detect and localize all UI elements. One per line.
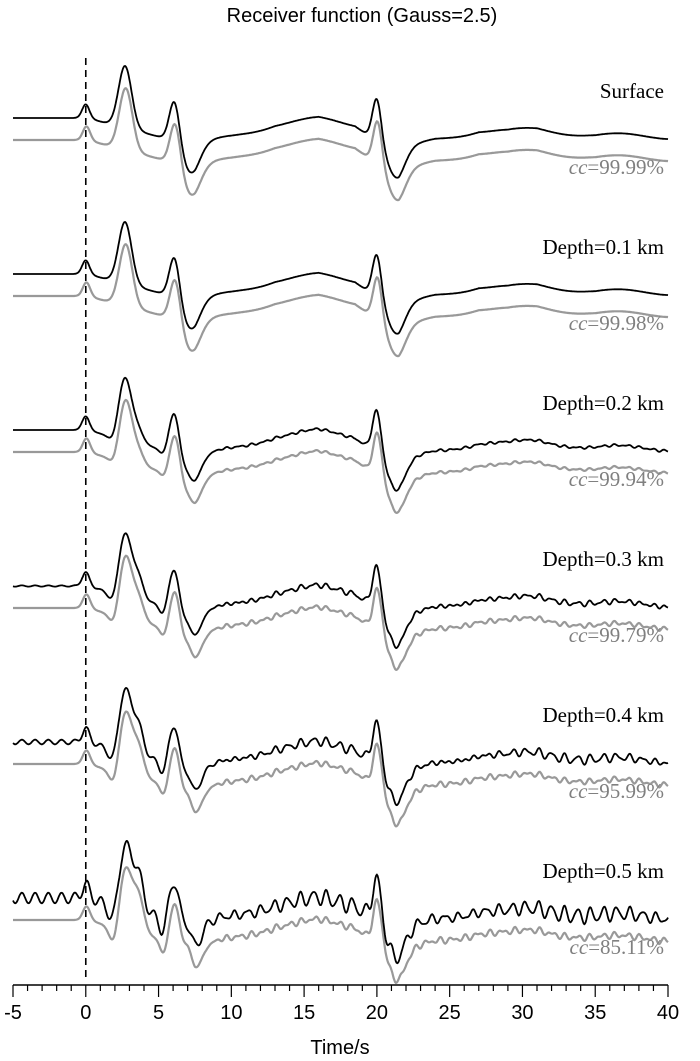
- cc-prefix: cc: [570, 935, 589, 959]
- model-trace: [13, 376, 669, 492]
- trace-panel: Depth=0.4 km cc=95.99%: [12, 687, 669, 828]
- cc-label: cc=95.99%: [569, 779, 664, 803]
- cc-value: =99.99%: [587, 155, 664, 179]
- x-tick-label: -5: [4, 1002, 22, 1024]
- trace-panel: Depth=0.3 km cc=99.79%: [12, 532, 669, 671]
- x-tick-label: 25: [439, 1002, 461, 1024]
- x-tick-label: 0: [80, 1002, 91, 1024]
- reference-trace: [13, 710, 669, 828]
- x-axis: -5 0 5 10 15 20 25 30 35 40: [4, 984, 679, 1024]
- panel-label: Depth=0.5 km: [543, 859, 665, 883]
- cc-value: =95.99%: [587, 779, 664, 803]
- panel-label: Depth=0.2 km: [543, 391, 665, 415]
- cc-label: cc=85.11%: [570, 935, 664, 959]
- cc-label: cc=99.98%: [569, 311, 664, 335]
- panel-label: Depth=0.3 km: [543, 547, 665, 571]
- x-axis-ticks: -5 0 5 10 15 20 25 30 35 40: [4, 985, 679, 1024]
- cc-value: =99.98%: [587, 311, 664, 335]
- cc-value: =99.94%: [587, 467, 664, 491]
- x-tick-label: 35: [584, 1002, 606, 1024]
- x-tick-label: 15: [293, 1002, 315, 1024]
- cc-value: =85.11%: [588, 935, 664, 959]
- x-tick-label: 5: [153, 1002, 164, 1024]
- cc-prefix: cc: [569, 467, 588, 491]
- cc-value: =99.79%: [587, 623, 664, 647]
- reference-trace: [13, 86, 669, 202]
- cc-label: cc=99.94%: [569, 467, 664, 491]
- reference-trace: [13, 866, 669, 984]
- cc-prefix: cc: [569, 779, 588, 803]
- trace-panel: Depth=0.5 km cc=85.11%: [12, 840, 669, 984]
- reference-trace: [13, 242, 669, 358]
- model-trace: [12, 840, 669, 965]
- x-tick-label: 20: [366, 1002, 388, 1024]
- panel-label: Depth=0.1 km: [543, 235, 665, 259]
- chart-title: Receiver function (Gauss=2.5): [227, 5, 498, 27]
- cc-prefix: cc: [569, 311, 588, 335]
- x-axis-label: Time/s: [310, 1037, 369, 1059]
- trace-panel: Depth=0.2 km cc=99.94%: [13, 376, 669, 515]
- trace-panel: Surface cc=99.99%: [13, 65, 669, 202]
- x-tick-label: 10: [220, 1002, 242, 1024]
- reference-trace: [13, 398, 669, 515]
- model-trace: [13, 65, 669, 179]
- model-trace: [12, 687, 669, 807]
- cc-label: cc=99.99%: [569, 155, 664, 179]
- cc-prefix: cc: [569, 155, 588, 179]
- model-trace: [12, 532, 669, 649]
- x-tick-label: 40: [657, 1002, 679, 1024]
- cc-label: cc=99.79%: [569, 623, 664, 647]
- model-trace: [13, 221, 669, 335]
- x-tick-label: 30: [511, 1002, 533, 1024]
- panel-label: Depth=0.4 km: [543, 703, 665, 727]
- cc-prefix: cc: [569, 623, 588, 647]
- trace-panel: Depth=0.1 km cc=99.98%: [13, 221, 669, 358]
- panel-label: Surface: [600, 79, 664, 103]
- reference-trace: [13, 554, 669, 671]
